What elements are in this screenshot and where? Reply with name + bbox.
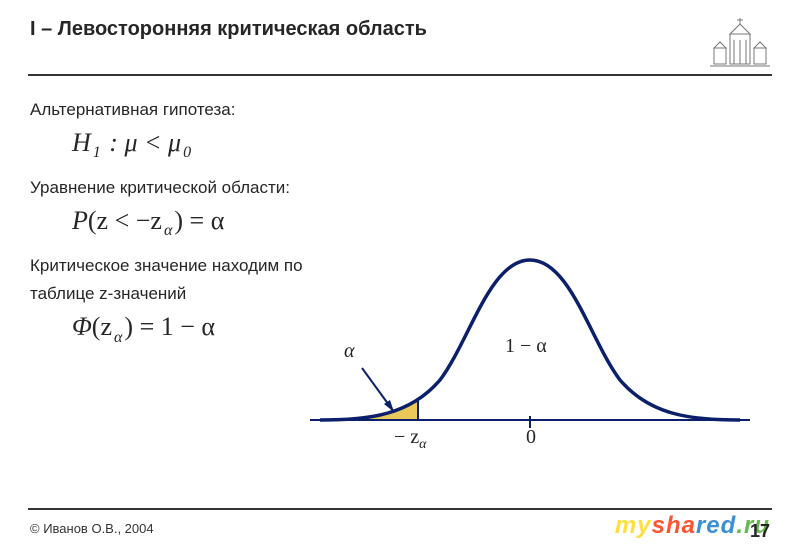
- label-neg-z-alpha: − zα: [394, 426, 427, 453]
- formula-h1: H1 : μ < μ0: [72, 128, 770, 162]
- footer-divider: [28, 508, 772, 510]
- page-title: I – Левосторонняя критическая область: [30, 18, 427, 41]
- formula-pz: P(z < −zα) = α: [72, 206, 770, 240]
- paragraph-alt-hypothesis: Альтернативная гипотеза:: [30, 100, 770, 120]
- university-logo: [710, 18, 770, 68]
- watermark: myshared.ru: [615, 512, 770, 540]
- label-alpha: α: [344, 340, 355, 363]
- paragraph-critical-region: Уравнение критической области:: [30, 178, 770, 198]
- page-number: 17: [750, 521, 770, 542]
- bell-curve-chart: α 1 − α − zα 0: [300, 240, 760, 460]
- label-one-minus-alpha: 1 − α: [505, 335, 547, 358]
- copyright-text: © Иванов О.В., 2004: [30, 521, 154, 536]
- label-zero: 0: [526, 426, 536, 449]
